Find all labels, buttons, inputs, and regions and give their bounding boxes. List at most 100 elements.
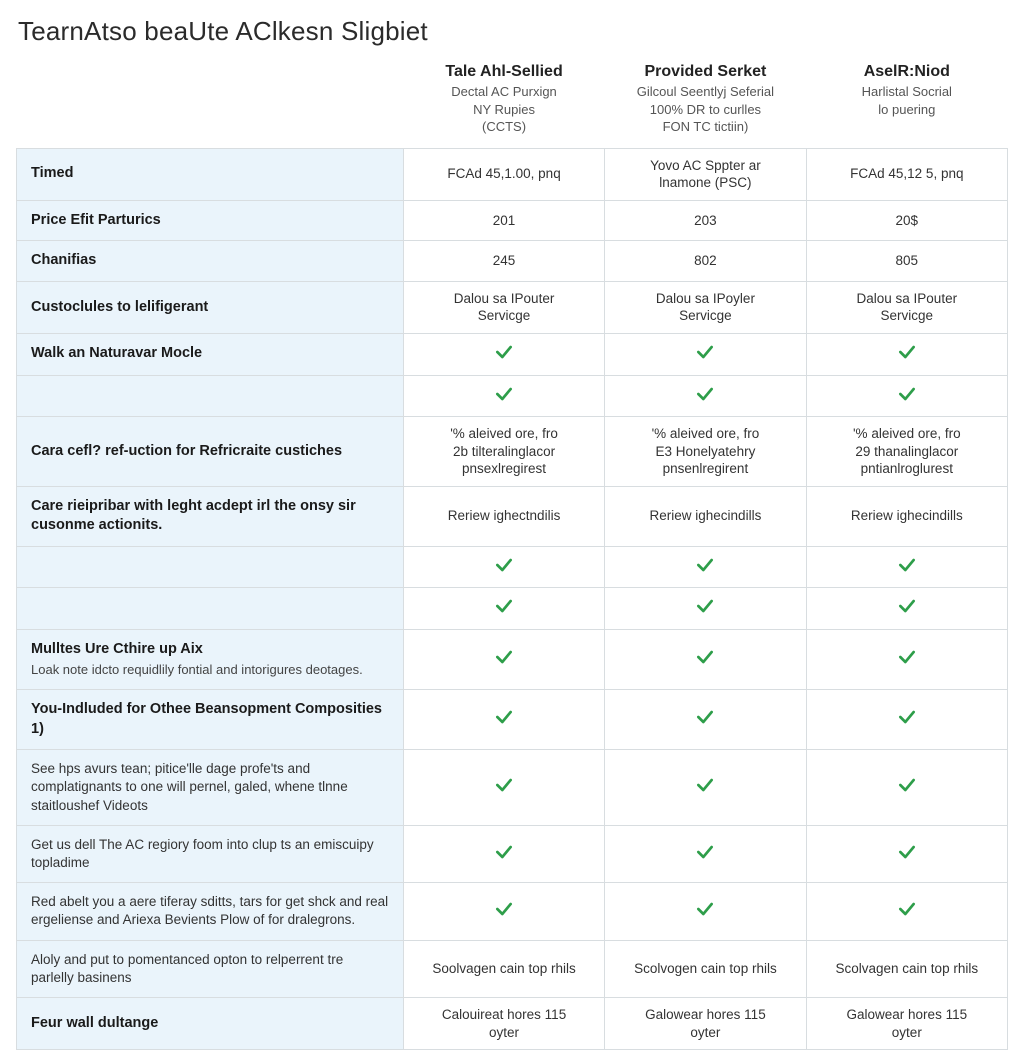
cell: Scolvagen cain top rhils — [806, 940, 1007, 997]
cell: Reriew ighectndilis — [403, 486, 604, 546]
cell — [806, 546, 1007, 588]
check-icon — [897, 850, 917, 865]
check-icon — [494, 715, 514, 730]
check-icon — [897, 392, 917, 407]
cell: 802 — [605, 241, 806, 282]
table-row — [17, 375, 1008, 417]
check-icon — [494, 850, 514, 865]
cell — [403, 333, 604, 375]
cell: 203 — [605, 200, 806, 241]
table-row: See hps avurs tean; pitice'lle dage prof… — [17, 750, 1008, 826]
check-icon — [494, 655, 514, 670]
cell — [605, 375, 806, 417]
col-header-0: Tale Ahl-Sellied Dectal AC PurxignNY Rup… — [403, 57, 604, 148]
cell — [403, 588, 604, 630]
cell: FCAd 45,12 5, pnq — [806, 148, 1007, 200]
check-icon — [897, 604, 917, 619]
cell — [605, 629, 806, 689]
cell — [605, 883, 806, 940]
check-icon — [695, 850, 715, 865]
cell — [806, 333, 1007, 375]
cell: Dalou sa IPouterServicge — [806, 281, 1007, 333]
cell — [403, 546, 604, 588]
table-row — [17, 546, 1008, 588]
cell: Dalou sa IPoylerServicge — [605, 281, 806, 333]
row-label — [17, 546, 404, 588]
cell: Yovo AC Sppter arlnamone (PSC) — [605, 148, 806, 200]
col-header-2: AselR:Niod Harlistal Socriallo puering — [806, 57, 1007, 148]
row-label: Price Efit Parturics — [17, 200, 404, 241]
cell — [403, 825, 604, 882]
row-label: See hps avurs tean; pitice'lle dage prof… — [17, 750, 404, 826]
check-icon — [897, 907, 917, 922]
check-icon — [494, 783, 514, 798]
cell — [605, 546, 806, 588]
row-label: Mulltes Ure Cthire up AixLoak note idcto… — [17, 629, 404, 689]
cell: '% aleived ore, froE3 Honelyatehrypnsenl… — [605, 417, 806, 487]
cell — [806, 825, 1007, 882]
cell — [403, 375, 604, 417]
check-icon — [897, 655, 917, 670]
cell: '% aleived ore, fro29 thanalinglacorpnti… — [806, 417, 1007, 487]
cell — [605, 588, 806, 630]
cell: Scolvogen cain top rhils — [605, 940, 806, 997]
cell — [403, 750, 604, 826]
cell: 20$ — [806, 200, 1007, 241]
cell: 805 — [806, 241, 1007, 282]
cell — [605, 750, 806, 826]
cell: '% aleived ore, fro2b tilteralinglacorpn… — [403, 417, 604, 487]
check-icon — [494, 350, 514, 365]
table-row: Price Efit Parturics20120320$ — [17, 200, 1008, 241]
table-row: Aloly and put to pomentanced opton to re… — [17, 940, 1008, 997]
check-icon — [494, 604, 514, 619]
col-sub: Gilcoul Seentlyj Seferial100% DR to curl… — [615, 83, 796, 136]
row-sublabel: Loak note idcto requidlily fontial and i… — [31, 661, 389, 679]
table-row: Chanifias245802805 — [17, 241, 1008, 282]
table-row: TimedFCAd 45,1.00, pnqYovo AC Sppter arl… — [17, 148, 1008, 200]
cell — [806, 375, 1007, 417]
check-icon — [897, 350, 917, 365]
row-label — [17, 588, 404, 630]
check-icon — [897, 715, 917, 730]
cell — [806, 883, 1007, 940]
table-row: Mulltes Ure Cthire up AixLoak note idcto… — [17, 629, 1008, 689]
cell — [403, 883, 604, 940]
row-label — [17, 375, 404, 417]
col-sub: Harlistal Socriallo puering — [816, 83, 997, 118]
cell — [403, 690, 604, 750]
page-title: TearnAtso beaUte AClkesn Sligbiet — [18, 16, 1008, 47]
row-label: Get us dell The AC regiory foom into clu… — [17, 825, 404, 882]
table-head: Tale Ahl-Sellied Dectal AC PurxignNY Rup… — [17, 57, 1008, 148]
row-label: You-Indluded for Othee Beansopment Compo… — [17, 690, 404, 750]
table-body: TimedFCAd 45,1.00, pnqYovo AC Sppter arl… — [17, 148, 1008, 1050]
row-label: Cara cefl? ref-uction for Refricraite cu… — [17, 417, 404, 487]
cell: Reriew ighecindills — [605, 486, 806, 546]
cell: 245 — [403, 241, 604, 282]
table-row: Walk an Naturavar Mocle — [17, 333, 1008, 375]
table-row: Care rieipribar with leght acdept irl th… — [17, 486, 1008, 546]
cell — [605, 825, 806, 882]
check-icon — [494, 907, 514, 922]
cell — [806, 629, 1007, 689]
row-label: Aloly and put to pomentanced opton to re… — [17, 940, 404, 997]
check-icon — [695, 392, 715, 407]
row-label: Care rieipribar with leght acdept irl th… — [17, 486, 404, 546]
cell — [605, 690, 806, 750]
check-icon — [695, 655, 715, 670]
cell: FCAd 45,1.00, pnq — [403, 148, 604, 200]
check-icon — [695, 715, 715, 730]
table-row: Get us dell The AC regiory foom into clu… — [17, 825, 1008, 882]
col-sub: Dectal AC PurxignNY Rupies(CCTS) — [413, 83, 594, 136]
check-icon — [897, 783, 917, 798]
table-row: Cara cefl? ref-uction for Refricraite cu… — [17, 417, 1008, 487]
col-title: Tale Ahl-Sellied — [413, 63, 594, 81]
col-header-1: Provided Serket Gilcoul Seentlyj Seferia… — [605, 57, 806, 148]
cell — [605, 333, 806, 375]
check-icon — [494, 392, 514, 407]
table-row — [17, 588, 1008, 630]
col-title: AselR:Niod — [816, 63, 997, 81]
check-icon — [695, 563, 715, 578]
row-label: Red abelt you a aere tiferay sditts, tar… — [17, 883, 404, 940]
check-icon — [494, 563, 514, 578]
row-label: Walk an Naturavar Mocle — [17, 333, 404, 375]
